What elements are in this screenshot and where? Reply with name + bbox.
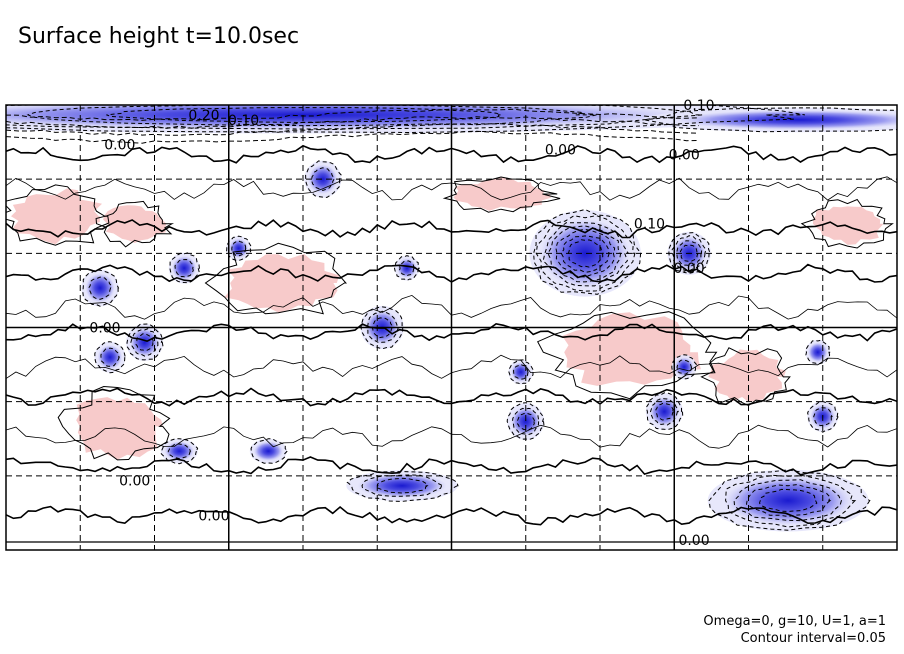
contour-label: 0.00 [198, 508, 229, 524]
negative-height-region [510, 406, 541, 437]
negative-contour [567, 239, 605, 268]
negative-contour [393, 255, 420, 282]
negative-contour [506, 402, 545, 440]
negative-contour [679, 244, 699, 263]
negative-height-region [307, 164, 338, 195]
negative-contour [82, 269, 120, 307]
contour-label: 0.10 [683, 98, 714, 114]
positive-contour [204, 242, 348, 315]
contour-label: 0.10 [228, 113, 259, 129]
positive-height-region [103, 205, 167, 243]
polar-negative-contour [6, 108, 700, 121]
negative-contour [671, 235, 707, 272]
negative-height-region [129, 327, 160, 358]
negative-contour [361, 474, 443, 497]
negative-contour [645, 392, 684, 430]
negative-contour [508, 359, 534, 385]
negative-contour [106, 107, 501, 124]
parameters-note: Omega=0, g=10, U=1, a=1 [703, 614, 886, 629]
contour-label: 0.00 [674, 261, 705, 277]
negative-contour [535, 215, 636, 292]
negative-contour [130, 328, 159, 357]
negative-contour [135, 332, 154, 351]
negative-contour [805, 339, 832, 365]
negative-contour [644, 107, 897, 133]
contour-label: 0.00 [678, 533, 709, 549]
contour-label-layer: 0.20 0.10 0.10 0.00 0.00 0.00 0.10 0.00 0.00 0.00… [89, 98, 714, 549]
negative-contour [305, 160, 342, 198]
contour-label: 0.00 [119, 474, 150, 490]
positive-contour [6, 184, 110, 246]
negative-contour [371, 317, 394, 339]
grid-layer [6, 105, 897, 550]
negative-contour [94, 341, 126, 374]
positive-contour [95, 200, 175, 248]
positive-height-region [812, 206, 884, 245]
negative-contour [100, 347, 120, 367]
negative-contour [346, 471, 459, 502]
negative-contour [6, 105, 703, 130]
negative-contour [813, 406, 833, 427]
negative-height-region [540, 218, 630, 288]
negative-height-region [357, 473, 447, 499]
negative-contour [160, 438, 199, 465]
polar-negative-contour [6, 123, 700, 136]
polar-negative-contour [6, 130, 700, 144]
positive-contour [537, 311, 718, 400]
contour-label: 0.00 [89, 320, 120, 336]
negative-contour [360, 306, 404, 350]
negative-contour [375, 477, 429, 494]
negative-contour [649, 397, 679, 426]
contour-label: 0.00 [104, 138, 135, 154]
positive-height-region [224, 253, 340, 313]
negative-height-region [807, 342, 828, 363]
contour-label: 0.00 [669, 147, 700, 163]
positive-height-region [562, 312, 701, 386]
chart-title: Surface height t=10.0sec [18, 24, 300, 49]
negative-contour [560, 235, 610, 273]
negative-contour [511, 407, 540, 436]
negative-contour [655, 402, 674, 421]
contour-label: 0.00 [545, 142, 576, 158]
positive-contour [442, 176, 561, 213]
negative-contour [226, 235, 252, 262]
negative-contour [513, 363, 529, 380]
negative-height-region [253, 441, 284, 461]
contour-label: 0.20 [188, 108, 219, 124]
negative-contour [708, 469, 871, 531]
negative-contour [745, 483, 832, 517]
negative-contour [533, 208, 642, 295]
negative-contour [725, 474, 857, 528]
negative-contour [671, 354, 697, 380]
negative-height-region [649, 396, 680, 427]
negative-contour [311, 167, 335, 192]
negative-contour [174, 258, 194, 278]
negative-contour [167, 443, 192, 460]
positive-contour [800, 198, 894, 249]
positive-contour [57, 385, 171, 461]
contour-label: 0.10 [634, 217, 665, 233]
negative-contour [733, 479, 843, 522]
negative-contour [555, 228, 616, 278]
negative-contour [88, 276, 112, 300]
negative-contour [26, 105, 597, 127]
negative-contour [399, 260, 415, 277]
plot-frame [5, 104, 898, 551]
negative-contour [676, 359, 693, 375]
negative-contour [542, 222, 630, 287]
polar-negative-contour [6, 116, 699, 129]
negative-contour [231, 240, 247, 257]
positive-contour [700, 347, 791, 407]
positive-height-region [453, 176, 551, 211]
positive-height-region [708, 349, 786, 403]
negative-height-region [723, 475, 853, 526]
negative-contour [676, 240, 703, 267]
contour-interval-note: Contour interval=0.05 [740, 631, 886, 646]
negative-contour [758, 488, 818, 512]
negative-height-region [6, 105, 699, 130]
negative-contour [126, 323, 164, 361]
negative-contour [250, 438, 289, 464]
negative-contour [807, 400, 840, 433]
